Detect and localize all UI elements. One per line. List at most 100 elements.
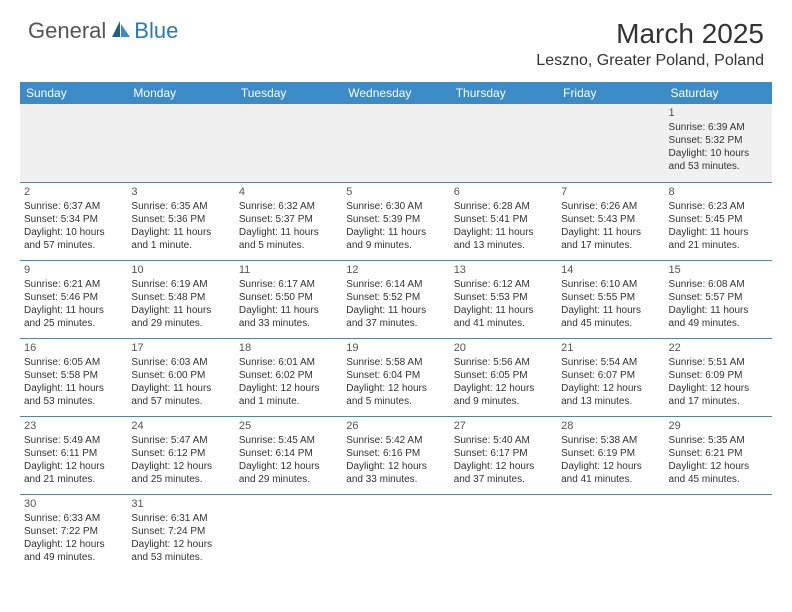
cell-line: Sunset: 7:22 PM — [24, 525, 123, 538]
cell-line: Sunrise: 5:42 AM — [346, 434, 445, 447]
cell-line: Sunrise: 6:30 AM — [346, 200, 445, 213]
day-number: 12 — [346, 263, 445, 277]
cell-line: Sunset: 6:02 PM — [239, 369, 338, 382]
calendar-cell: 18Sunrise: 6:01 AMSunset: 6:02 PMDayligh… — [235, 338, 342, 416]
cell-line: Daylight: 12 hours — [561, 382, 660, 395]
cell-line: Sunset: 6:21 PM — [669, 447, 768, 460]
cell-line: Sunrise: 6:26 AM — [561, 200, 660, 213]
calendar-table: SundayMondayTuesdayWednesdayThursdayFrid… — [20, 82, 772, 572]
cell-line: and 53 minutes. — [131, 551, 230, 564]
cell-line: Daylight: 12 hours — [239, 460, 338, 473]
cell-line: Sunrise: 6:23 AM — [669, 200, 768, 213]
calendar-cell: 14Sunrise: 6:10 AMSunset: 5:55 PMDayligh… — [557, 260, 664, 338]
cell-line: Daylight: 12 hours — [24, 460, 123, 473]
weekday-header: Saturday — [665, 82, 772, 104]
calendar-row: 16Sunrise: 6:05 AMSunset: 5:58 PMDayligh… — [20, 338, 772, 416]
day-number: 5 — [346, 185, 445, 199]
cell-line: Sunrise: 6:08 AM — [669, 278, 768, 291]
cell-line: and 17 minutes. — [669, 395, 768, 408]
location: Leszno, Greater Poland, Poland — [536, 52, 764, 70]
cell-line: and 33 minutes. — [346, 473, 445, 486]
cell-line: Sunset: 5:55 PM — [561, 291, 660, 304]
cell-line: Sunset: 6:09 PM — [669, 369, 768, 382]
cell-line: Sunset: 6:00 PM — [131, 369, 230, 382]
cell-line: Sunrise: 6:19 AM — [131, 278, 230, 291]
cell-line: Daylight: 12 hours — [24, 538, 123, 551]
cell-line: Sunset: 5:37 PM — [239, 213, 338, 226]
cell-line: and 33 minutes. — [239, 317, 338, 330]
weekday-header: Thursday — [450, 82, 557, 104]
cell-line: Daylight: 12 hours — [454, 382, 553, 395]
calendar-cell: 24Sunrise: 5:47 AMSunset: 6:12 PMDayligh… — [127, 416, 234, 494]
day-number: 20 — [454, 341, 553, 355]
cell-line: Sunset: 6:04 PM — [346, 369, 445, 382]
calendar-cell: 9Sunrise: 6:21 AMSunset: 5:46 PMDaylight… — [20, 260, 127, 338]
calendar-cell-empty — [450, 104, 557, 182]
calendar-cell-empty — [342, 104, 449, 182]
day-number: 31 — [131, 497, 230, 511]
cell-line: Sunset: 5:39 PM — [346, 213, 445, 226]
calendar-cell: 28Sunrise: 5:38 AMSunset: 6:19 PMDayligh… — [557, 416, 664, 494]
cell-line: Daylight: 11 hours — [24, 304, 123, 317]
weekday-header: Tuesday — [235, 82, 342, 104]
cell-line: Sunrise: 6:05 AM — [24, 356, 123, 369]
cell-line: and 5 minutes. — [346, 395, 445, 408]
weekday-header: Monday — [127, 82, 234, 104]
cell-line: Sunrise: 5:56 AM — [454, 356, 553, 369]
calendar-cell: 15Sunrise: 6:08 AMSunset: 5:57 PMDayligh… — [665, 260, 772, 338]
logo-text-blue: Blue — [134, 18, 178, 44]
calendar-cell-empty — [127, 104, 234, 182]
cell-line: Sunrise: 5:49 AM — [24, 434, 123, 447]
cell-line: Daylight: 12 hours — [346, 460, 445, 473]
cell-line: and 13 minutes. — [454, 239, 553, 252]
cell-line: Sunset: 5:45 PM — [669, 213, 768, 226]
calendar-cell: 6Sunrise: 6:28 AMSunset: 5:41 PMDaylight… — [450, 182, 557, 260]
cell-line: Sunrise: 6:21 AM — [24, 278, 123, 291]
cell-line: and 49 minutes. — [669, 317, 768, 330]
cell-line: and 21 minutes. — [24, 473, 123, 486]
calendar-cell-empty — [20, 104, 127, 182]
cell-line: Sunrise: 5:58 AM — [346, 356, 445, 369]
cell-line: Sunset: 7:24 PM — [131, 525, 230, 538]
cell-line: and 17 minutes. — [561, 239, 660, 252]
day-number: 25 — [239, 419, 338, 433]
day-number: 11 — [239, 263, 338, 277]
cell-line: Daylight: 12 hours — [131, 538, 230, 551]
cell-line: Sunrise: 6:33 AM — [24, 512, 123, 525]
weekday-header: Wednesday — [342, 82, 449, 104]
cell-line: Daylight: 11 hours — [669, 226, 768, 239]
cell-line: and 45 minutes. — [561, 317, 660, 330]
cell-line: Sunrise: 6:31 AM — [131, 512, 230, 525]
calendar-cell-empty — [557, 104, 664, 182]
header: General Blue March 2025 Leszno, Greater … — [0, 0, 792, 78]
logo: General Blue — [28, 18, 178, 44]
cell-line: Sunrise: 5:35 AM — [669, 434, 768, 447]
cell-line: and 57 minutes. — [131, 395, 230, 408]
day-number: 6 — [454, 185, 553, 199]
cell-line: Sunrise: 6:12 AM — [454, 278, 553, 291]
cell-line: Daylight: 12 hours — [454, 460, 553, 473]
cell-line: Sunset: 5:41 PM — [454, 213, 553, 226]
cell-line: Daylight: 12 hours — [239, 382, 338, 395]
calendar-cell: 1Sunrise: 6:39 AMSunset: 5:32 PMDaylight… — [665, 104, 772, 182]
cell-line: Sunrise: 6:14 AM — [346, 278, 445, 291]
calendar-cell: 25Sunrise: 5:45 AMSunset: 6:14 PMDayligh… — [235, 416, 342, 494]
cell-line: Sunrise: 6:10 AM — [561, 278, 660, 291]
cell-line: and 1 minute. — [131, 239, 230, 252]
day-number: 15 — [669, 263, 768, 277]
cell-line: Sunset: 5:36 PM — [131, 213, 230, 226]
title-block: March 2025 Leszno, Greater Poland, Polan… — [536, 18, 764, 70]
cell-line: Daylight: 11 hours — [561, 304, 660, 317]
cell-line: Daylight: 11 hours — [131, 226, 230, 239]
calendar-cell-empty — [665, 494, 772, 572]
cell-line: Sunset: 6:07 PM — [561, 369, 660, 382]
calendar-cell: 5Sunrise: 6:30 AMSunset: 5:39 PMDaylight… — [342, 182, 449, 260]
cell-line: Sunrise: 5:40 AM — [454, 434, 553, 447]
calendar-cell: 26Sunrise: 5:42 AMSunset: 6:16 PMDayligh… — [342, 416, 449, 494]
calendar-cell: 12Sunrise: 6:14 AMSunset: 5:52 PMDayligh… — [342, 260, 449, 338]
day-number: 27 — [454, 419, 553, 433]
cell-line: Sunset: 6:05 PM — [454, 369, 553, 382]
cell-line: Sunrise: 6:32 AM — [239, 200, 338, 213]
cell-line: and 5 minutes. — [239, 239, 338, 252]
cell-line: Sunset: 5:48 PM — [131, 291, 230, 304]
